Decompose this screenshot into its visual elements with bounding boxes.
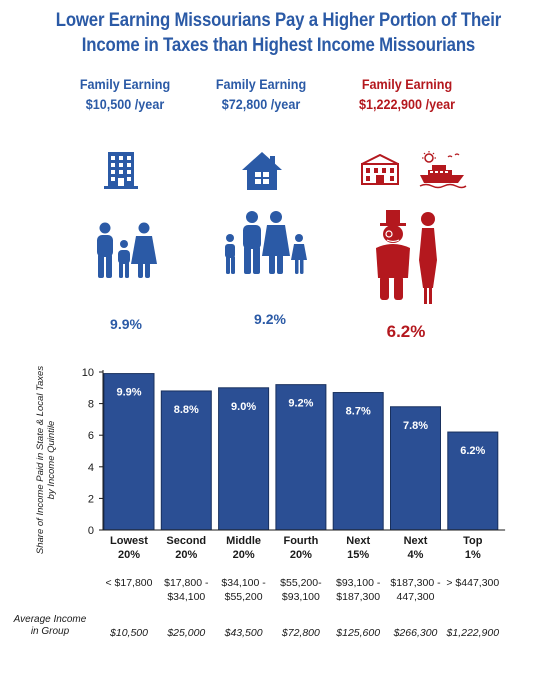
category-label-3: Fourth (283, 535, 318, 547)
category-label-5: Next (404, 535, 428, 547)
y-axis-label-line-1: Share of Income Paid in State & Local Ta… (35, 365, 46, 555)
family-low-income: $10,500 /year (85, 96, 165, 112)
family-low-heading: Family Earning $10,500 /year (49, 74, 202, 114)
bar-4 (332, 392, 384, 531)
yacht-icon (419, 151, 467, 189)
y-tick-label-4: 4 (88, 462, 94, 474)
category-label-2: Middle (226, 535, 261, 547)
category-sublabel-2: 20% (233, 549, 255, 561)
income-range-3: $55,200- $93,100 (269, 576, 333, 604)
average-income-0: $10,500 (110, 627, 148, 639)
family-icon-middle (225, 211, 307, 274)
income-range-5: $187,300 - 447,300 (384, 576, 448, 604)
income-range-1: $17,800 - $34,100 (154, 576, 218, 604)
page-title: Lower Earning Missourians Pay a Higher P… (39, 8, 518, 58)
income-range-4-line-1: $187,300 (336, 591, 381, 603)
family-mid-heading: Family Earning $72,800 /year (185, 74, 338, 114)
income-range-2: $34,100 - $55,200 (212, 576, 276, 604)
family-top-income: $1,222,900 /year (359, 96, 455, 112)
family-mid-percent: 9.2% (254, 311, 286, 327)
house-icon (242, 152, 282, 190)
income-range-2-line-0: $34,100 - (221, 577, 266, 589)
income-range-4: $93,100 - $187,300 (326, 576, 390, 604)
average-income-4: $125,600 (336, 627, 381, 639)
bar-value-label-1: 8.8% (174, 404, 199, 416)
bar-6 (447, 431, 499, 531)
income-range-0-line-1 (97, 590, 161, 604)
title-line-1: Lower Earning Missourians Pay a Higher P… (55, 9, 502, 31)
income-range-1-line-1: $34,100 (167, 591, 206, 603)
bar-value-label-0: 9.9% (116, 387, 141, 399)
average-income-label-line-2: in Group (30, 626, 70, 637)
bar-value-label-4: 8.7% (346, 406, 371, 418)
bar-value-label-2: 9.0% (231, 401, 256, 413)
family-low-label: Family Earning (79, 76, 171, 92)
income-range-6-line-1 (441, 590, 505, 604)
family-top-heading: Family Earning $1,222,900 /year (331, 74, 484, 114)
bar-value-label-5: 7.8% (403, 420, 428, 432)
y-tick-label-0: 0 (88, 525, 94, 537)
income-range-0: < $17,800 (97, 576, 161, 604)
bar-value-label-6: 6.2% (460, 445, 485, 457)
tax-share-bar-chart: 9.9% 8.8% 9.0% 9.2% 8.7% 7.8% 6.2% 0 2 4 6 8 10 Low… (82, 367, 506, 561)
average-income-1: $25,000 (167, 627, 206, 639)
bar-0 (103, 373, 155, 531)
category-sublabel-4: 15% (347, 549, 369, 561)
income-range-2-line-1: $55,200 (224, 591, 263, 603)
y-tick-label-10: 10 (82, 367, 94, 379)
title-line-2: Income in Taxes than Highest Income Miss… (81, 34, 476, 56)
mansion-icon (361, 154, 399, 185)
category-label-6: Top (463, 535, 483, 547)
average-income-3: $72,800 (281, 627, 320, 639)
income-range-1-line-0: $17,800 - (164, 577, 209, 589)
bar-1 (160, 390, 212, 531)
income-range-0-line-0: < $17,800 (105, 577, 153, 589)
category-sublabel-3: 20% (290, 549, 312, 561)
category-sublabel-1: 20% (175, 549, 197, 561)
family-mid-income: $72,800 /year (221, 96, 301, 112)
bar-2 (218, 387, 270, 531)
income-range-5-line-0: $187,300 - (390, 577, 441, 589)
category-label-4: Next (346, 535, 370, 547)
average-income-5: $266,300 (393, 627, 438, 639)
y-axis-label-line-2: by Income Quintile (46, 420, 57, 500)
category-sublabel-0: 20% (118, 549, 140, 561)
y-tick-label-2: 2 (88, 493, 94, 505)
family-low-percent: 9.9% (110, 316, 142, 332)
average-income-6: $1,222,900 (446, 627, 500, 639)
family-top-percent: 6.2% (386, 322, 426, 341)
average-income-label: Average Income in Group (10, 614, 90, 638)
apartment-building-icon (104, 152, 138, 189)
income-range-3-line-1: $93,100 (281, 591, 320, 603)
y-axis-label: Share of Income Paid in State & Local Ta… (35, 360, 57, 560)
family-mid-label: Family Earning (215, 76, 307, 92)
income-range-6-line-0: > $447,300 (446, 577, 500, 589)
family-top-label: Family Earning (361, 76, 453, 92)
income-range-3-line-0: $55,200- (280, 577, 322, 589)
wealthy-couple-icon (376, 210, 437, 304)
family-icon (97, 222, 157, 278)
income-range-5-line-1: 447,300 (396, 591, 435, 603)
average-income-label-line-1: Average Income (13, 614, 87, 625)
category-label-1: Second (166, 535, 206, 547)
average-income-2: $43,500 (224, 627, 263, 639)
income-range-6: > $447,300 (441, 576, 505, 604)
category-sublabel-6: 1% (465, 549, 481, 561)
category-sublabel-5: 4% (408, 549, 424, 561)
category-label-0: Lowest (110, 535, 148, 547)
y-tick-label-6: 6 (88, 430, 94, 442)
y-tick-label-8: 8 (88, 399, 94, 411)
income-range-4-line-0: $93,100 - (336, 577, 381, 589)
bar-value-label-3: 9.2% (288, 398, 313, 410)
